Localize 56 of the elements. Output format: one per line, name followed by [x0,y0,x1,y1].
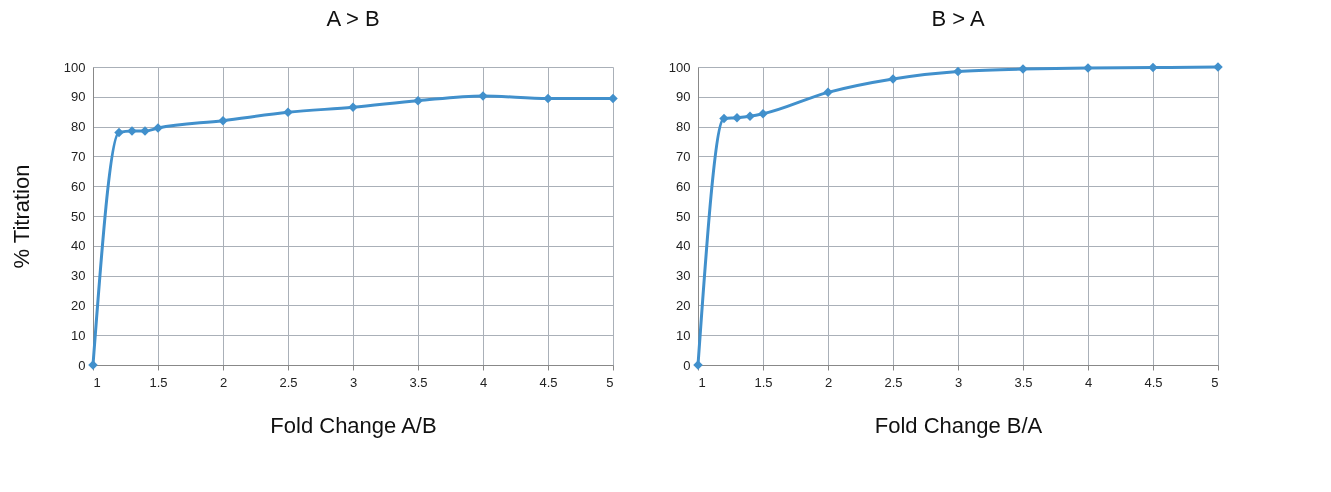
point [1148,62,1158,73]
x-axis-title: Fold Change A/B [270,412,437,438]
x-tick-label: 5 [1211,374,1219,390]
x-tick-label: 4 [1084,374,1093,390]
point [732,112,742,123]
x-tick-label: 2.5 [279,374,298,390]
y-tick-label: 40 [71,238,86,254]
chart-title: B > A [931,6,985,31]
x-tick-label: 5 [606,374,614,390]
y-tick-label: 90 [676,89,691,105]
point [543,93,553,104]
y-tick-label: 0 [78,357,86,373]
x-tick-label: 4.5 [539,374,558,390]
x-tick-label: 4.5 [1144,374,1163,390]
y-tick-label: 30 [71,268,86,284]
x-tick-label: 4 [479,374,488,390]
x-tick-label: 3 [349,374,358,390]
y-tick-label: 100 [63,59,86,75]
y-tick-label: 70 [71,148,86,164]
point [608,93,618,104]
x-tick-label: 3.5 [409,374,428,390]
y-tick-label: 80 [676,119,691,135]
x-tick-label: 1.5 [149,374,168,390]
y-tick-label: 60 [676,178,691,194]
x-tick-label: 1.5 [754,374,773,390]
y-tick-label: 50 [676,208,691,224]
y-tick-label: 80 [71,119,86,135]
y-tick-label: 40 [676,238,691,254]
x-tick-label: 1 [93,374,101,390]
x-tick-label: 2.5 [884,374,903,390]
y-tick-label: 10 [71,327,86,343]
y-tick-label: 30 [676,268,691,284]
x-tick-label: 2 [824,374,833,390]
y-tick-label: 60 [71,178,86,194]
point [719,113,729,124]
x-tick-label: 3 [954,374,963,390]
y-tick-label: 0 [683,357,691,373]
x-tick-label: 1 [698,374,706,390]
y-tick-label: 50 [71,208,86,224]
y-tick-label: 100 [668,59,691,75]
y-tick-label: 20 [71,297,86,313]
point [218,115,228,126]
y-tick-label: 70 [676,148,691,164]
x-tick-label: 3.5 [1014,374,1033,390]
y-axis-title: % Titration [8,164,34,269]
point [823,87,833,98]
x-axis-title: Fold Change B/A [874,412,1043,438]
point [283,107,293,118]
y-tick-label: 90 [71,89,86,105]
point [953,66,963,77]
point [114,127,124,138]
chart-title: A > B [326,6,380,31]
y-tick-label: 10 [676,327,691,343]
y-tick-label: 20 [676,297,691,313]
x-tick-label: 2 [219,374,228,390]
point [413,95,423,106]
